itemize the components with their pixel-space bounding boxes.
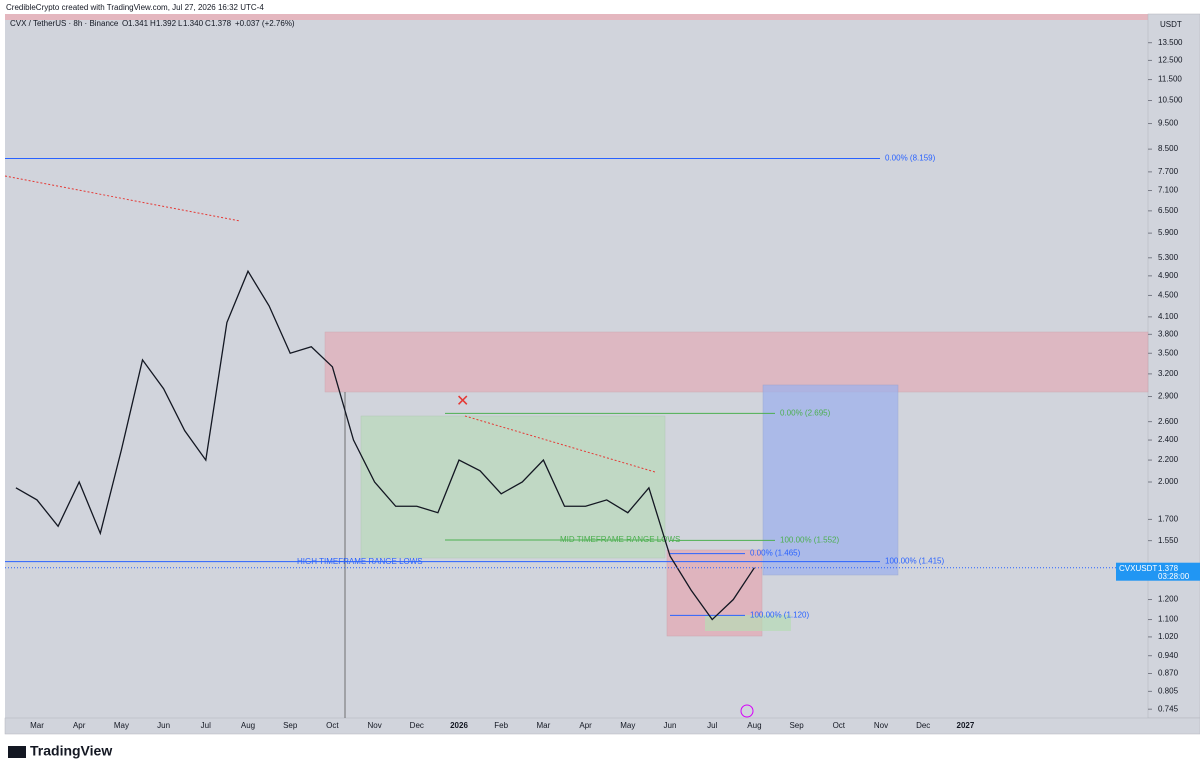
x-tick-label: Dec	[916, 721, 930, 730]
ohlc-value: 1.392	[156, 19, 177, 28]
ohlc-label: C	[205, 19, 211, 28]
y-tick-label: 0.805	[1158, 686, 1179, 695]
currency-button[interactable]: USDT	[1160, 20, 1182, 29]
y-tick-label: 0.940	[1158, 651, 1179, 660]
ohlc-label: L	[178, 19, 183, 28]
y-tick-label: 7.100	[1158, 186, 1179, 195]
x-tick-label: Jul	[707, 721, 717, 730]
y-tick-label: 9.500	[1158, 119, 1179, 128]
ohlc-label: O	[122, 19, 128, 28]
target-box	[762, 384, 899, 576]
event-icon	[740, 704, 754, 718]
y-tick-label: 1.200	[1158, 595, 1179, 604]
x-tick-label: Apr	[579, 721, 592, 730]
y-tick-label: 3.800	[1158, 329, 1179, 338]
level-label: 0.00% (2.695)	[780, 408, 831, 417]
supply-zone	[324, 331, 1149, 393]
trend-line	[464, 415, 656, 473]
x-tick-label: Sep	[283, 721, 298, 730]
x-tick-label: Aug	[747, 721, 761, 730]
y-tick-label: 6.500	[1158, 206, 1179, 215]
x-tick-label: Aug	[241, 721, 255, 730]
y-tick-label: 1.100	[1158, 615, 1179, 624]
top-zone	[5, 14, 1148, 20]
x-tick-label: Jul	[201, 721, 211, 730]
annotation: MID TIMEFRAME RANGE LOWS	[560, 535, 680, 544]
y-tick-label: 0.745	[1158, 704, 1179, 713]
y-tick-label: 3.200	[1158, 369, 1179, 378]
x-tick-label: Mar	[537, 721, 551, 730]
ohlc: O 1.341 H 1.392 L 1.340 C 1.378 +0.037 (…	[122, 19, 295, 28]
ohlc-value: 1.341	[128, 19, 149, 28]
y-tick-label: 2.200	[1158, 455, 1179, 464]
y-tick-label: 4.500	[1158, 291, 1179, 300]
x-tick-label: Oct	[833, 721, 846, 730]
ohlc-label: H	[150, 19, 156, 28]
time-axis	[4, 717, 1200, 735]
x-tick-label: Nov	[367, 721, 381, 730]
y-tick-label: 1.020	[1158, 632, 1179, 641]
level-label: 0.00% (1.465)	[750, 549, 801, 558]
x-tick-label: May	[620, 721, 635, 730]
profit-box	[705, 615, 791, 631]
y-tick-label: 3.500	[1158, 348, 1179, 357]
y-tick-label: 2.900	[1158, 392, 1179, 401]
y-tick-label: 7.700	[1158, 167, 1179, 176]
symbol-title: CVX / TetherUS · 8h · Binance	[10, 19, 119, 28]
x-tick-label: 2027	[957, 721, 975, 730]
brand-logo	[8, 746, 26, 758]
x-tick-label: Jun	[157, 721, 170, 730]
x-tick-label: May	[114, 721, 129, 730]
y-tick-label: 13.500	[1158, 38, 1183, 47]
ohlc-value: 1.340	[183, 19, 204, 28]
y-tick-label: 5.900	[1158, 228, 1179, 237]
x-tick-label: Jun	[664, 721, 677, 730]
credit: CredibleCrypto created with TradingView.…	[6, 3, 264, 12]
y-tick-label: 0.870	[1158, 669, 1179, 678]
x-mark: ✕	[456, 393, 469, 410]
y-tick-label: 2.600	[1158, 417, 1179, 426]
y-tick-label: 2.000	[1158, 477, 1179, 486]
price-tag-price: 1.378	[1158, 564, 1179, 573]
ohlc-change: +0.037 (+2.76%)	[235, 19, 295, 28]
level-label: 100.00% (1.552)	[780, 535, 839, 544]
y-tick-label: 2.400	[1158, 435, 1179, 444]
y-tick-label: 8.500	[1158, 144, 1179, 153]
x-tick-label: 2026	[450, 721, 468, 730]
x-tick-label: Feb	[494, 721, 508, 730]
x-tick-label: Sep	[789, 721, 804, 730]
x-tick-label: Mar	[30, 721, 44, 730]
x-tick-label: Apr	[73, 721, 86, 730]
level-label: 0.00% (8.159)	[885, 154, 936, 163]
ohlc-value: 1.378	[211, 19, 232, 28]
brand: TradingView	[30, 743, 112, 759]
y-tick-label: 12.500	[1158, 56, 1183, 65]
price-axis	[1147, 13, 1200, 719]
level-label: 100.00% (1.415)	[885, 557, 944, 566]
y-tick-label: 1.550	[1158, 536, 1179, 545]
y-tick-label: 10.500	[1158, 96, 1183, 105]
price-tag-symbol: CVXUSDT	[1119, 564, 1157, 573]
y-tick-label: 4.900	[1158, 271, 1179, 280]
level-label: 100.00% (1.120)	[750, 611, 809, 620]
x-tick-label: Dec	[410, 721, 424, 730]
y-tick-label: 1.700	[1158, 515, 1179, 524]
price-tag	[1116, 562, 1200, 581]
price-tag-countdown: 03:28:00	[1158, 572, 1190, 581]
price-line	[15, 269, 755, 621]
x-tick-label: Nov	[874, 721, 888, 730]
y-tick-label: 4.100	[1158, 312, 1179, 321]
y-tick-label: 11.500	[1158, 75, 1182, 84]
y-tick-label: 5.300	[1158, 253, 1179, 262]
x-tick-label: Oct	[326, 721, 339, 730]
